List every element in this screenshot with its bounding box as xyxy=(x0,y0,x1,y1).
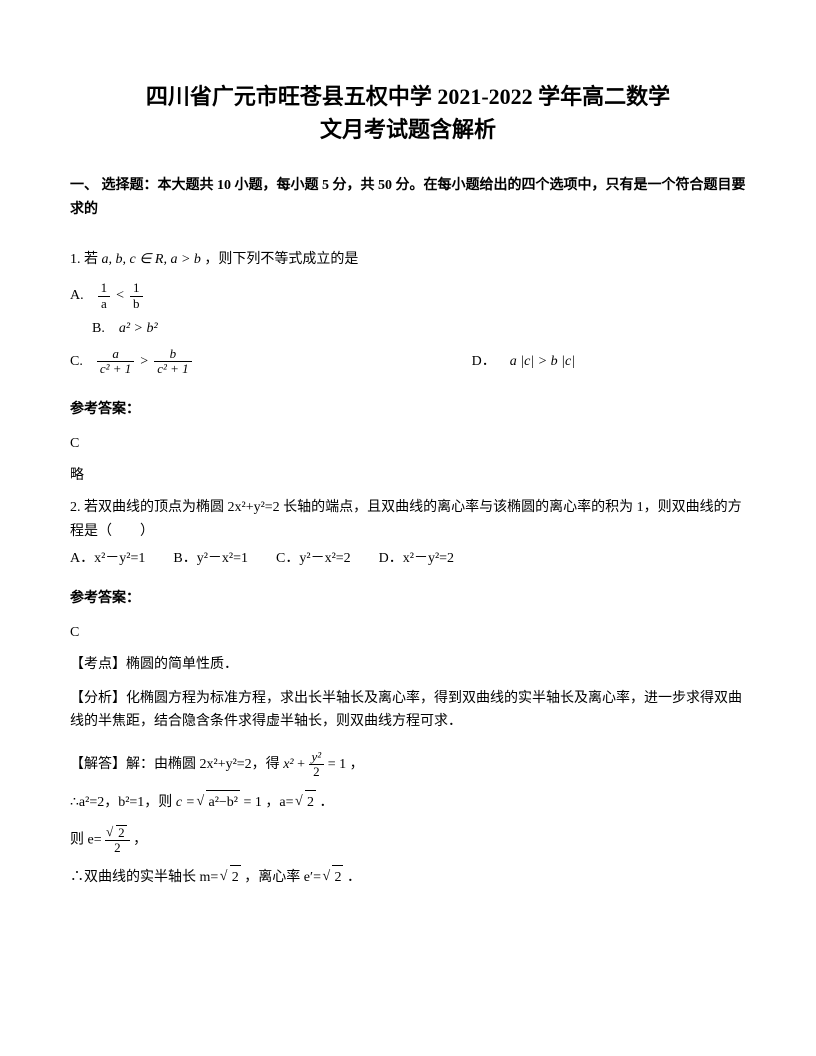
q1-brief: 略 xyxy=(70,464,746,488)
title-line2: 文月考试题含解析 xyxy=(70,113,746,146)
q1-optC-label: C. xyxy=(70,350,83,374)
q1-optA-frac2: 1 b xyxy=(130,281,143,311)
q1-condition: a, b, c ∈ R, a > b xyxy=(102,252,201,267)
q1-optA-label: A. xyxy=(70,284,84,308)
answer-label-1: 参考答案： xyxy=(70,398,746,422)
title-line1: 四川省广元市旺苍县五权中学 2021-2022 学年高二数学 xyxy=(70,80,746,113)
q1-optD-text: a |c| > b |c| xyxy=(510,350,575,374)
q2-topic: 【考点】椭圆的简单性质． xyxy=(70,653,746,677)
q2-options: A．x²－y²=1 B．y²－x²=1 C．y²－x²=2 D．x²－y²=2 xyxy=(70,547,746,571)
q2-stem: 2. 若双曲线的顶点为椭圆 2x²+y²=2 长轴的端点，且双曲线的离心率与该椭… xyxy=(70,496,746,544)
section-header: 一、 选择题：本大题共 10 小题，每小题 5 分，共 50 分。在每小题给出的… xyxy=(70,174,746,222)
q2-solve-line1: 【解答】解：由椭圆 2x²+y²=2，得 x² + y² 2 = 1 ， xyxy=(70,750,746,780)
q1-stem-suffix: ，则下列不等式成立的是 xyxy=(204,252,358,267)
gt-sign: > xyxy=(140,350,148,374)
q1-optA-frac1: 1 a xyxy=(98,281,111,311)
question-1: 1. 若 a, b, c ∈ R, a > b ，则下列不等式成立的是 A. 1… xyxy=(70,248,746,383)
q2-solve-line3: 则 e= 2 2 ， xyxy=(70,825,746,856)
q1-optB-text: a² > b² xyxy=(119,317,158,341)
q1-optB-label: B. xyxy=(92,317,105,341)
q1-optD-label: D． xyxy=(472,350,496,374)
q2-answer: C xyxy=(70,621,746,645)
q1-stem-prefix: 1. 若 xyxy=(70,252,98,267)
q2-analysis: 【分析】化椭圆方程为标准方程，求出长半轴长及离心率，得到双曲线的实半轴长及离心率… xyxy=(70,687,746,735)
q2-solve-line4: ∴双曲线的实半轴长 m= 2 ，离心率 e′= 2 ． xyxy=(70,865,746,890)
lt-sign: < xyxy=(116,284,124,308)
question-2: 2. 若双曲线的顶点为椭圆 2x²+y²=2 长轴的端点，且双曲线的离心率与该椭… xyxy=(70,496,746,571)
q2-solve-line2: ∴a²=2，b²=1，则 c = a²−b² = 1 ，a= 2 ． xyxy=(70,790,746,815)
q1-optC-frac1: a c² + 1 xyxy=(97,347,134,377)
q1-answer: C xyxy=(70,432,746,456)
q1-optC-frac2: b c² + 1 xyxy=(154,347,191,377)
answer-label-2: 参考答案： xyxy=(70,587,746,611)
